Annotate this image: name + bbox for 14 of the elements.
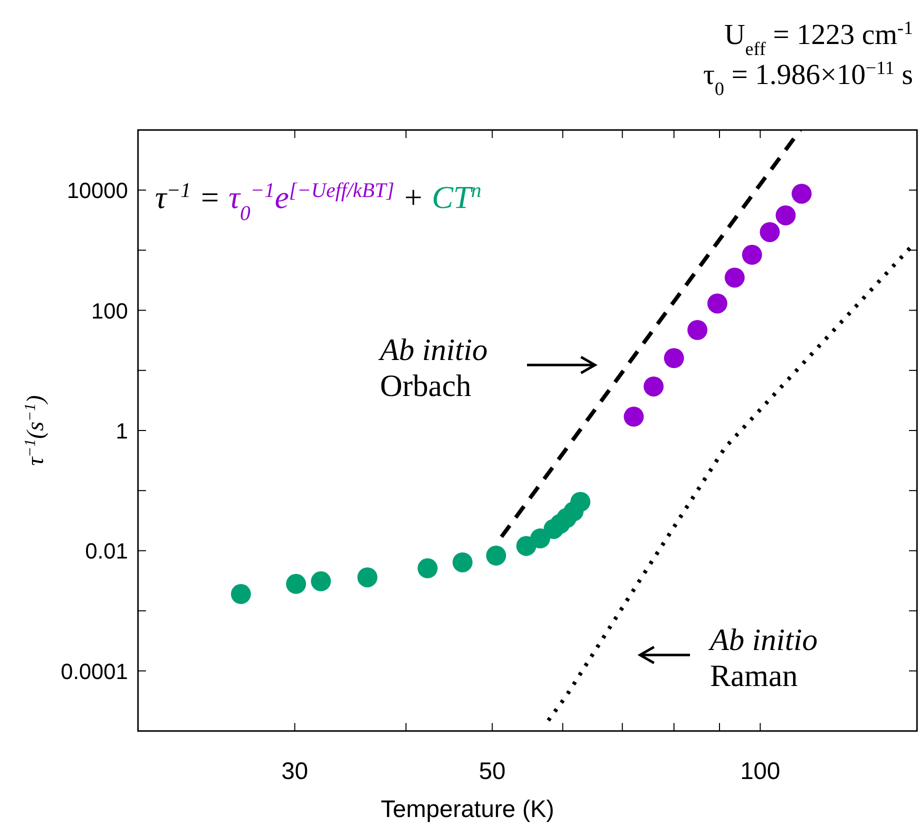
text: τ$_{0}$ = 1.986×10$^{−11}$ s: [703, 58, 913, 100]
x-tick-label: 30: [281, 758, 308, 785]
x-tick-label: 100: [740, 758, 780, 785]
x-axis-title: Temperature (K): [380, 796, 554, 823]
y-tick-label: 100: [91, 298, 128, 324]
y-tick-label: 1: [116, 418, 128, 444]
text: U$_{eff}$ = 1223 cm$^{-1}$: [724, 18, 913, 60]
y-tick-label: 0.0001: [60, 658, 128, 684]
text: τ$^{−1}$ = τ$_{0}$$^{−1}$e$^{[−Ueff/kBT]}$ + CT$^{n}$: [155, 178, 482, 224]
y-tick-label: 10000: [66, 178, 128, 204]
annotation: Ab initio Orbach: [378, 332, 488, 403]
annotation: Ab initio Raman: [708, 622, 818, 693]
y-tick-label: 0.01: [85, 538, 128, 564]
x-tick-label: 50: [478, 758, 506, 785]
